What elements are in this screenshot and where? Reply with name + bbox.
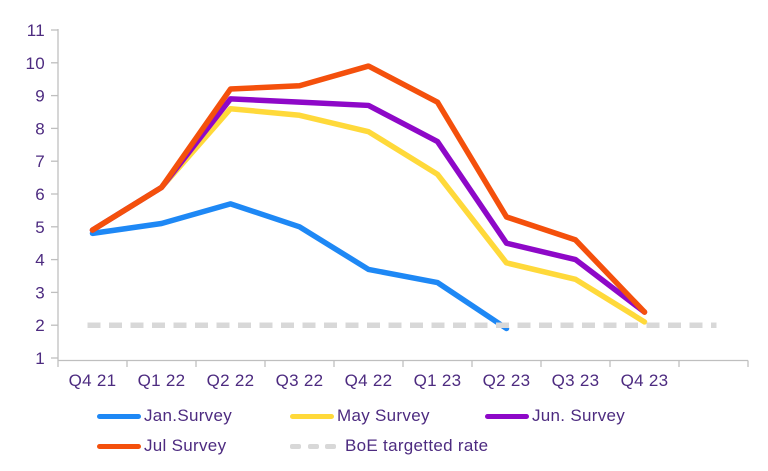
svg-text:5: 5 (35, 218, 45, 237)
jun-survey-line-swatch (485, 413, 529, 419)
svg-text:3: 3 (35, 283, 45, 302)
svg-text:Q2 23: Q2 23 (483, 371, 531, 390)
line-chart-plot-area: 1 2 3 4 5 6 7 8 9 10 11 Q4 21 Q1 22 Q2 22 Q3 22 Q4 22 Q1… (25, 21, 749, 390)
svg-text:Q1 22: Q1 22 (138, 371, 186, 390)
svg-text:11: 11 (27, 21, 45, 40)
jul-survey-line-swatch (97, 443, 141, 449)
svg-text:Q1 23: Q1 23 (414, 371, 462, 390)
svg-text:Q2 22: Q2 22 (207, 371, 255, 390)
svg-text:Q4 22: Q4 22 (345, 371, 393, 390)
legend-item-jun-survey: Jun. Survey (485, 406, 625, 426)
legend-label-jun-survey: Jun. Survey (532, 406, 626, 425)
svg-text:1: 1 (35, 349, 45, 368)
svg-text:Q4 23: Q4 23 (621, 371, 669, 390)
legend-label-jan-survey: Jan.Survey (144, 406, 233, 425)
svg-text:Q3 23: Q3 23 (552, 371, 600, 390)
legend-label-boe-target-rate: BoE targetted rate (345, 436, 489, 455)
chart-legend: Jan.Survey May Survey Jun. Survey Jul Su… (0, 400, 768, 471)
legend-item-boe-target-rate: BoE targetted rate (290, 436, 488, 456)
svg-text:9: 9 (35, 87, 45, 106)
svg-text:2: 2 (35, 316, 45, 335)
boe-target-dashed-swatch (290, 443, 336, 449)
svg-text:4: 4 (35, 251, 45, 270)
legend-label-jul-survey: Jul Survey (144, 436, 227, 455)
svg-text:6: 6 (35, 185, 45, 204)
legend-item-jan-survey: Jan.Survey (97, 406, 232, 426)
svg-text:Q3 22: Q3 22 (276, 371, 324, 390)
svg-text:Q4 21: Q4 21 (69, 371, 117, 390)
svg-text:7: 7 (35, 152, 45, 171)
jan-survey-line-swatch (97, 413, 141, 419)
legend-item-may-survey: May Survey (290, 406, 430, 426)
svg-text:10: 10 (25, 54, 45, 73)
may-survey-line-swatch (290, 413, 334, 419)
legend-label-may-survey: May Survey (337, 406, 430, 425)
legend-item-jul-survey: Jul Survey (97, 436, 226, 456)
svg-text:8: 8 (35, 119, 45, 138)
